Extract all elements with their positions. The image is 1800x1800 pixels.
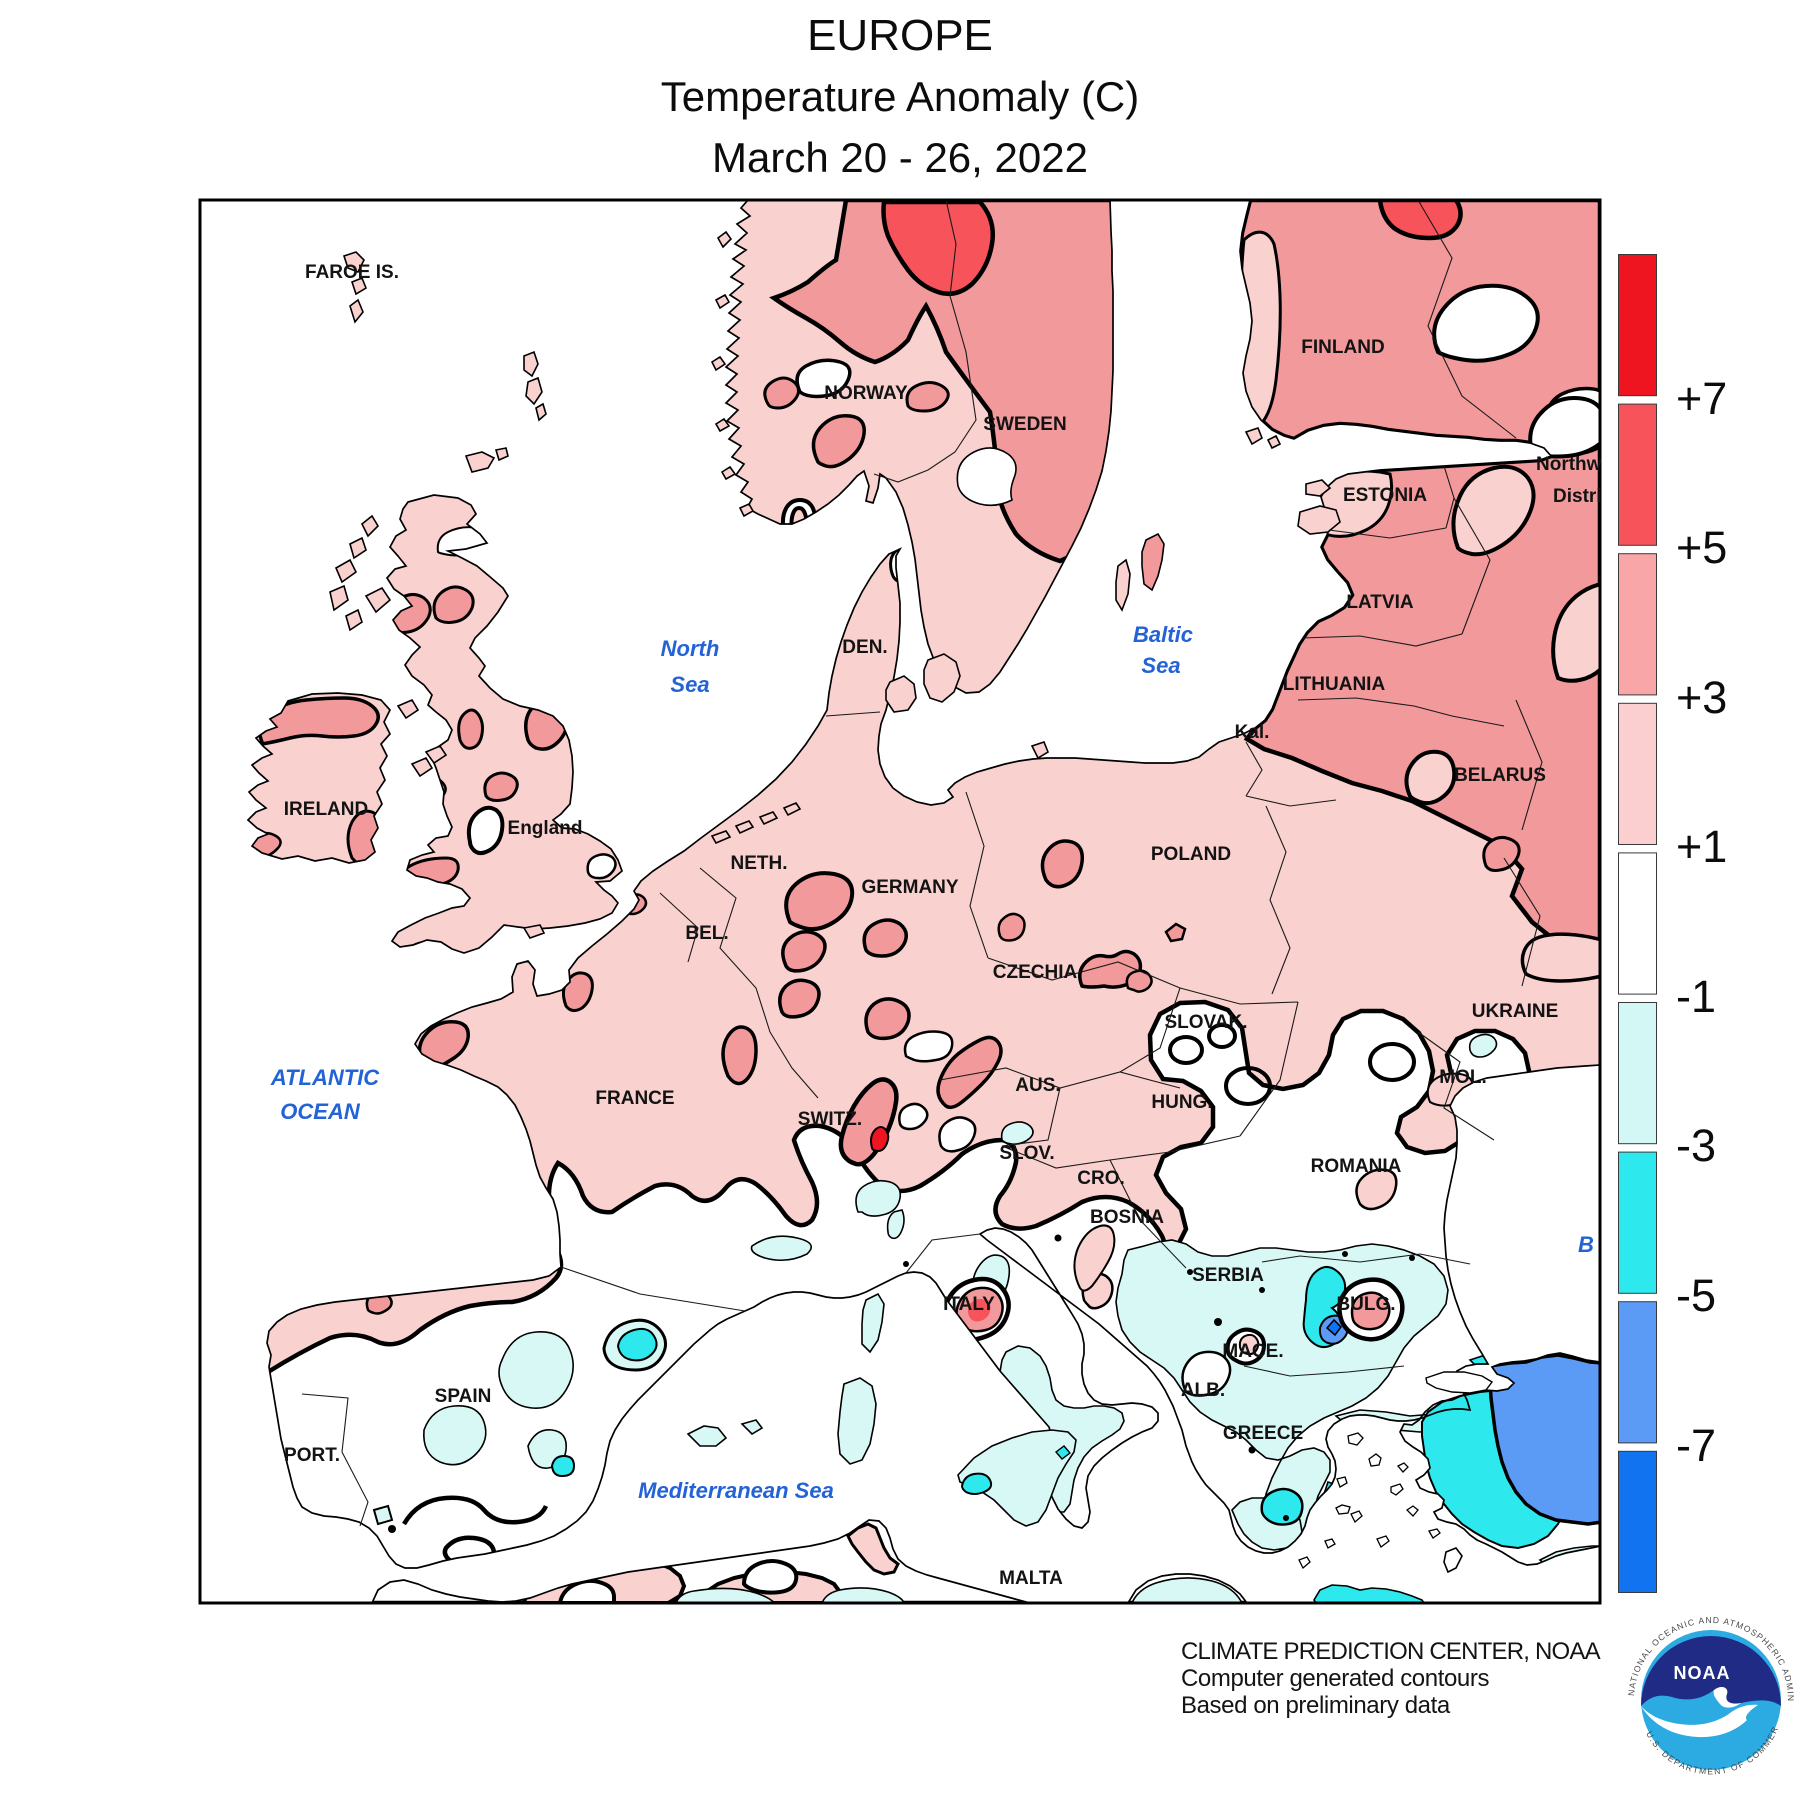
svg-text:+3: +3 — [1676, 672, 1727, 723]
svg-text:HUNG.: HUNG. — [1151, 1092, 1212, 1113]
svg-text:MOL.: MOL. — [1439, 1067, 1487, 1088]
svg-text:Mediterranean Sea: Mediterranean Sea — [638, 1478, 834, 1503]
svg-text:Sea: Sea — [670, 672, 709, 697]
svg-text:FINLAND: FINLAND — [1301, 337, 1384, 358]
svg-text:Sea: Sea — [1141, 653, 1180, 678]
svg-text:England: England — [508, 818, 583, 839]
svg-text:Distri: Distri — [1553, 486, 1602, 507]
svg-text:FAROE IS.: FAROE IS. — [305, 262, 399, 283]
svg-text:BELARUS: BELARUS — [1454, 765, 1546, 786]
svg-text:GREECE: GREECE — [1223, 1423, 1303, 1444]
svg-text:CZECHIA: CZECHIA — [993, 962, 1078, 983]
svg-text:Based on preliminary data: Based on preliminary data — [1181, 1692, 1451, 1719]
svg-text:CLIMATE PREDICTION CENTER, NOA: CLIMATE PREDICTION CENTER, NOAA — [1181, 1638, 1601, 1665]
svg-text:ROMANIA: ROMANIA — [1311, 1156, 1402, 1177]
svg-text:Baltic: Baltic — [1133, 622, 1193, 647]
svg-text:PORT.: PORT. — [284, 1445, 340, 1466]
svg-text:Computer generated contours: Computer generated contours — [1181, 1665, 1489, 1692]
svg-text:BULG.: BULG. — [1336, 1294, 1395, 1315]
svg-text:SLOV.: SLOV. — [999, 1143, 1054, 1164]
svg-text:-3: -3 — [1676, 1120, 1716, 1171]
svg-text:FRANCE: FRANCE — [595, 1088, 674, 1109]
svg-text:EUROPE: EUROPE — [807, 11, 993, 60]
svg-text:SLOVAK.: SLOVAK. — [1164, 1012, 1247, 1033]
svg-text:MACE.: MACE. — [1222, 1341, 1283, 1362]
svg-text:DEN.: DEN. — [842, 637, 887, 658]
svg-text:NETH.: NETH. — [731, 853, 788, 874]
svg-text:SWEDEN: SWEDEN — [983, 414, 1066, 435]
svg-text:-1: -1 — [1676, 971, 1716, 1022]
svg-text:-5: -5 — [1676, 1270, 1716, 1321]
svg-text:GERMANY: GERMANY — [861, 877, 958, 898]
svg-text:Northw: Northw — [1536, 454, 1602, 475]
svg-text:NOAA: NOAA — [1674, 1663, 1731, 1683]
svg-text:NORWAY: NORWAY — [824, 383, 908, 404]
svg-text:+1: +1 — [1676, 821, 1727, 872]
svg-text:Temperature Anomaly (C): Temperature Anomaly (C) — [661, 73, 1140, 120]
svg-text:UKRAINE: UKRAINE — [1472, 1001, 1559, 1022]
svg-text:North: North — [661, 636, 720, 661]
svg-text:+5: +5 — [1676, 522, 1727, 573]
svg-text:LITHUANIA: LITHUANIA — [1283, 674, 1386, 695]
svg-text:ESTONIA: ESTONIA — [1343, 485, 1427, 506]
svg-text:BEL.: BEL. — [685, 923, 728, 944]
svg-text:B: B — [1578, 1232, 1594, 1257]
svg-text:POLAND: POLAND — [1151, 844, 1231, 865]
svg-text:LATVIA: LATVIA — [1346, 592, 1413, 613]
svg-text:March 20 - 26, 2022: March 20 - 26, 2022 — [712, 134, 1088, 181]
svg-text:BOSNIA: BOSNIA — [1090, 1207, 1164, 1228]
svg-text:AUS.: AUS. — [1015, 1075, 1060, 1096]
svg-text:-7: -7 — [1676, 1420, 1716, 1471]
svg-text:SPAIN: SPAIN — [435, 1386, 492, 1407]
svg-text:SWITZ.: SWITZ. — [798, 1109, 862, 1130]
svg-text:ATLANTIC: ATLANTIC — [270, 1065, 380, 1090]
svg-text:Kal.: Kal. — [1235, 722, 1270, 743]
svg-text:SERBIA: SERBIA — [1192, 1265, 1264, 1286]
svg-text:ITALY: ITALY — [943, 1294, 995, 1315]
svg-text:CRO.: CRO. — [1077, 1168, 1125, 1189]
svg-text:MALTA: MALTA — [999, 1568, 1063, 1589]
svg-text:ALB.: ALB. — [1181, 1380, 1225, 1401]
svg-text:+7: +7 — [1676, 373, 1727, 424]
svg-text:OCEAN: OCEAN — [280, 1099, 361, 1124]
svg-text:IRELAND: IRELAND — [284, 799, 368, 820]
